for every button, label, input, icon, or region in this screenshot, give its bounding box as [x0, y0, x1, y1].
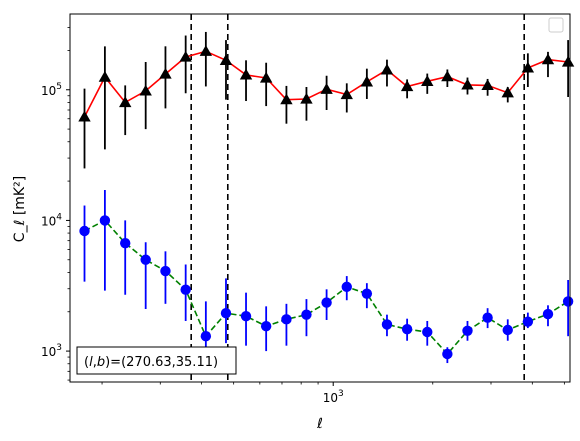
data-point-circle [401, 324, 413, 335]
y-axis-label: C_ℓ [mK²] [12, 176, 28, 242]
series-green-dashed-blue-circles [79, 189, 574, 372]
vertical-reference-lines [190, 14, 525, 382]
data-point-circle [240, 310, 252, 322]
x-tick-label: 103 [323, 389, 344, 405]
y-axis-ticks: 103 104 105 [41, 27, 70, 381]
data-point-triangle [481, 79, 494, 91]
data-point-triangle [219, 54, 233, 65]
data-point-circle [522, 316, 534, 327]
data-point-circle [160, 265, 171, 277]
data-point-circle [482, 312, 493, 323]
data-point-triangle [78, 110, 91, 122]
data-point-circle [542, 308, 554, 320]
data-point-circle [341, 281, 352, 293]
data-point-circle [381, 319, 393, 330]
data-point-triangle [300, 92, 313, 104]
y-tick-label: 105 [41, 82, 62, 98]
data-point-triangle [280, 93, 293, 105]
data-point-triangle [179, 50, 192, 62]
data-point-circle [281, 314, 292, 325]
data-point-triangle [259, 71, 273, 83]
data-point-circle [140, 254, 151, 265]
data-point-triangle [461, 78, 474, 90]
data-point-triangle [320, 82, 333, 94]
data-point-circle [361, 288, 373, 299]
data-point-triangle [541, 53, 555, 65]
data-point-triangle [98, 70, 112, 82]
data-point-triangle [340, 88, 353, 100]
data-point-triangle [400, 80, 414, 92]
data-point-triangle [159, 67, 172, 79]
data-point-circle [79, 225, 90, 237]
data-point-circle [562, 296, 574, 307]
data-point-circle [301, 309, 312, 320]
data-point-triangle [119, 96, 132, 108]
data-point-triangle [199, 45, 213, 56]
data-point-triangle [521, 61, 535, 73]
data-point-triangle [561, 55, 575, 67]
data-point-circle [200, 330, 212, 342]
data-point-circle [502, 324, 513, 336]
data-point-triangle [421, 75, 434, 86]
data-point-triangle [139, 84, 152, 96]
data-point-circle [442, 348, 453, 360]
plot-frame [69, 13, 571, 383]
data-point-circle [462, 325, 473, 336]
data-point-circle [321, 297, 332, 308]
legend-box [548, 17, 564, 33]
y-tick-label: 103 [41, 343, 62, 359]
series-layer [78, 31, 575, 372]
data-point-triangle [360, 75, 374, 87]
data-point-circle [422, 326, 433, 338]
y-tick-label: 104 [41, 212, 62, 228]
annotation-text: (l,b)=(270.63,35.11) [84, 355, 218, 370]
x-axis-label: ℓ [316, 416, 323, 432]
data-point-circle [220, 307, 232, 319]
data-point-triangle [380, 63, 394, 75]
data-point-triangle [239, 68, 253, 80]
annotation-box [76, 346, 237, 375]
data-point-triangle [501, 86, 514, 98]
data-point-circle [120, 237, 131, 249]
data-point-circle [99, 215, 111, 226]
data-point-triangle [441, 70, 454, 82]
x-axis-ticks: 103 [101, 382, 565, 405]
data-point-circle [260, 321, 272, 332]
position-annotation: (l,b)=(270.63,35.11) [76, 346, 237, 375]
series-red-line-black-triangles [78, 31, 575, 169]
data-point-circle [180, 284, 191, 295]
